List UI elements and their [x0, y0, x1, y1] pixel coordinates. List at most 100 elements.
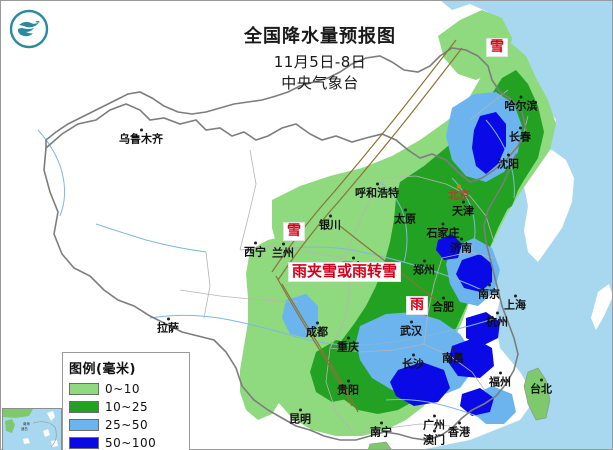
- precip-zone-50-100-ne: [472, 112, 506, 174]
- city-marker-dot: [281, 242, 285, 246]
- city-label: 台北: [530, 378, 552, 395]
- rivers: [37, 119, 515, 419]
- city-name-text: 北京: [448, 188, 470, 202]
- legend-range-label: 50~100: [105, 435, 157, 450]
- city-label: 南京: [478, 283, 500, 301]
- city-name-text: 西宁: [244, 245, 266, 259]
- city-marker-dot: [441, 296, 445, 300]
- precip-zone-10-25-c: [310, 340, 368, 402]
- city-marker-dot: [513, 294, 517, 298]
- inset-map: 南海 诸岛: [3, 409, 61, 450]
- precip-zone-50-100-hunan: [390, 362, 450, 406]
- china-border-south: [43, 147, 519, 441]
- city-marker-dot: [315, 321, 319, 325]
- city-marker-dot: [351, 256, 355, 260]
- city-name-text: 长沙: [402, 357, 424, 371]
- city-marker-dot: [139, 128, 143, 132]
- city-label: 北京: [448, 184, 470, 202]
- city-name-text: 兰州: [272, 246, 294, 260]
- city-marker-dot: [375, 182, 379, 186]
- precip-zone-50-100-jiangxi: [448, 338, 494, 378]
- city-label: 济南: [450, 237, 472, 254]
- city-label: 香港: [448, 421, 470, 439]
- china-national-border: [45, 47, 527, 183]
- city-label: 长春: [509, 126, 531, 144]
- city-marker-dot: [432, 414, 436, 418]
- province-borders: [179, 89, 529, 435]
- legend-item: 0~10: [69, 380, 183, 397]
- city-label: 呼和浩特: [355, 182, 399, 199]
- city-marker-dot: [506, 153, 510, 157]
- city-name-text: 天津: [452, 204, 474, 218]
- city-marker-dot: [379, 421, 383, 425]
- city-name-text: 长春: [509, 130, 531, 144]
- city-label: 重庆: [337, 336, 359, 354]
- city-label: 沈阳: [497, 153, 519, 171]
- svg-text:诸岛: 诸岛: [21, 426, 28, 431]
- city-name-text: 沈阳: [497, 157, 519, 171]
- city-name-text: 贵阳: [337, 383, 359, 397]
- city-name-text: 石家庄: [426, 226, 460, 240]
- weather-type-annotation: 雪: [283, 222, 305, 241]
- precip-zone-50-100-shandong: [436, 234, 462, 260]
- city-label: 福州: [489, 371, 511, 389]
- city-marker-dot: [403, 208, 407, 212]
- precip-zone-50-100-guangdong: [460, 388, 494, 416]
- city-marker-dot: [441, 222, 445, 226]
- south-china-sea-inset: 南海 诸岛: [2, 408, 62, 450]
- legend-item: 25~50: [69, 416, 183, 433]
- city-name-text: 香港: [448, 425, 470, 439]
- city-marker-dot: [451, 347, 455, 351]
- svg-text:南海: 南海: [23, 421, 30, 426]
- city-name-text: 拉萨: [157, 321, 179, 335]
- city-name-text: 乌鲁木齐: [119, 132, 163, 146]
- city-name-text: 福州: [489, 375, 511, 389]
- japan-sliver: [591, 284, 613, 330]
- city-name-text: 杭州: [486, 315, 508, 329]
- city-marker-dot: [346, 379, 350, 383]
- city-marker-dot: [166, 317, 170, 321]
- city-name-text: 银川: [319, 218, 341, 232]
- city-label: 南昌: [442, 347, 464, 364]
- city-marker-dot: [411, 353, 415, 357]
- city-marker-dot: [457, 421, 461, 425]
- city-name-text: 澳门: [423, 433, 445, 447]
- legend-color-swatch: [69, 436, 99, 449]
- city-marker-dot: [498, 371, 502, 375]
- weather-type-annotation: 雪: [486, 38, 508, 57]
- city-label: 西宁: [244, 241, 266, 259]
- city-label: 太原: [394, 208, 416, 225]
- china-boundary-fill: [46, 48, 526, 182]
- city-name-text: 成都: [306, 325, 328, 339]
- city-label: 合肥: [432, 296, 454, 314]
- city-name-text: 上海: [504, 298, 526, 312]
- city-name-text: 昆明: [289, 412, 311, 426]
- city-marker-dot: [432, 429, 436, 433]
- legend-range-label: 0~10: [105, 381, 140, 396]
- precip-zone-0-10-west: [240, 236, 316, 420]
- city-marker-dot: [253, 241, 257, 245]
- city-label: 哈尔滨: [505, 95, 538, 112]
- legend-range-label: 25~50: [105, 417, 149, 432]
- city-marker-dot: [328, 214, 332, 218]
- city-label: 广州: [423, 414, 445, 431]
- city-label: 昆明: [289, 408, 311, 426]
- weather-type-annotation: 雨: [406, 296, 428, 315]
- korea-peninsula: [524, 150, 574, 262]
- city-label: 南宁: [370, 421, 392, 438]
- city-name-text: 南京: [478, 287, 500, 301]
- city-marker-dot: [346, 336, 350, 340]
- precip-zone-25-50-w: [282, 294, 318, 338]
- city-marker-dot: [459, 237, 463, 241]
- legend-item: 10~25: [69, 398, 183, 415]
- city-marker-dot: [518, 126, 522, 130]
- city-name-text: 重庆: [337, 340, 359, 354]
- city-label: 澳门: [423, 429, 445, 447]
- city-name-text: 合肥: [432, 300, 454, 314]
- legend-color-swatch: [69, 400, 99, 413]
- city-marker-dot: [495, 311, 499, 315]
- city-label: 银川: [319, 214, 341, 232]
